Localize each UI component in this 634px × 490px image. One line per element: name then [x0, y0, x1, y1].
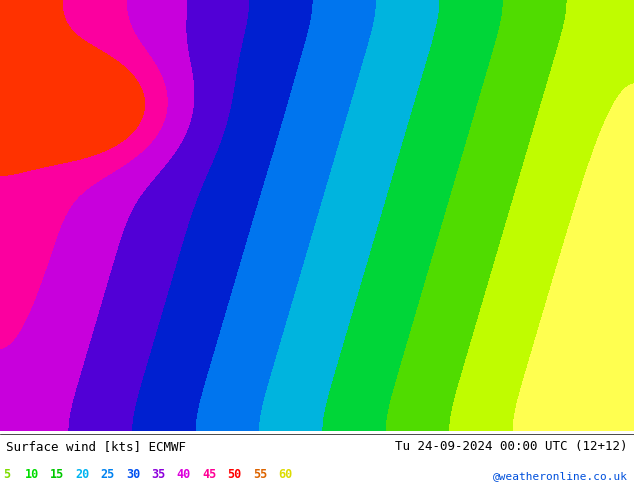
Text: Tu 24-09-2024 00:00 UTC (12+12): Tu 24-09-2024 00:00 UTC (12+12) [395, 440, 628, 453]
Text: 45: 45 [202, 468, 216, 481]
Text: 60: 60 [278, 468, 292, 481]
Text: 55: 55 [253, 468, 267, 481]
Text: 15: 15 [50, 468, 64, 481]
Text: 25: 25 [101, 468, 115, 481]
Text: @weatheronline.co.uk: @weatheronline.co.uk [493, 471, 628, 481]
Text: 30: 30 [126, 468, 140, 481]
Text: 35: 35 [152, 468, 165, 481]
Text: 5: 5 [3, 468, 10, 481]
Text: 20: 20 [75, 468, 89, 481]
Text: 50: 50 [228, 468, 242, 481]
Text: 10: 10 [25, 468, 39, 481]
Text: Surface wind [kts] ECMWF: Surface wind [kts] ECMWF [6, 440, 186, 453]
Text: 40: 40 [177, 468, 191, 481]
